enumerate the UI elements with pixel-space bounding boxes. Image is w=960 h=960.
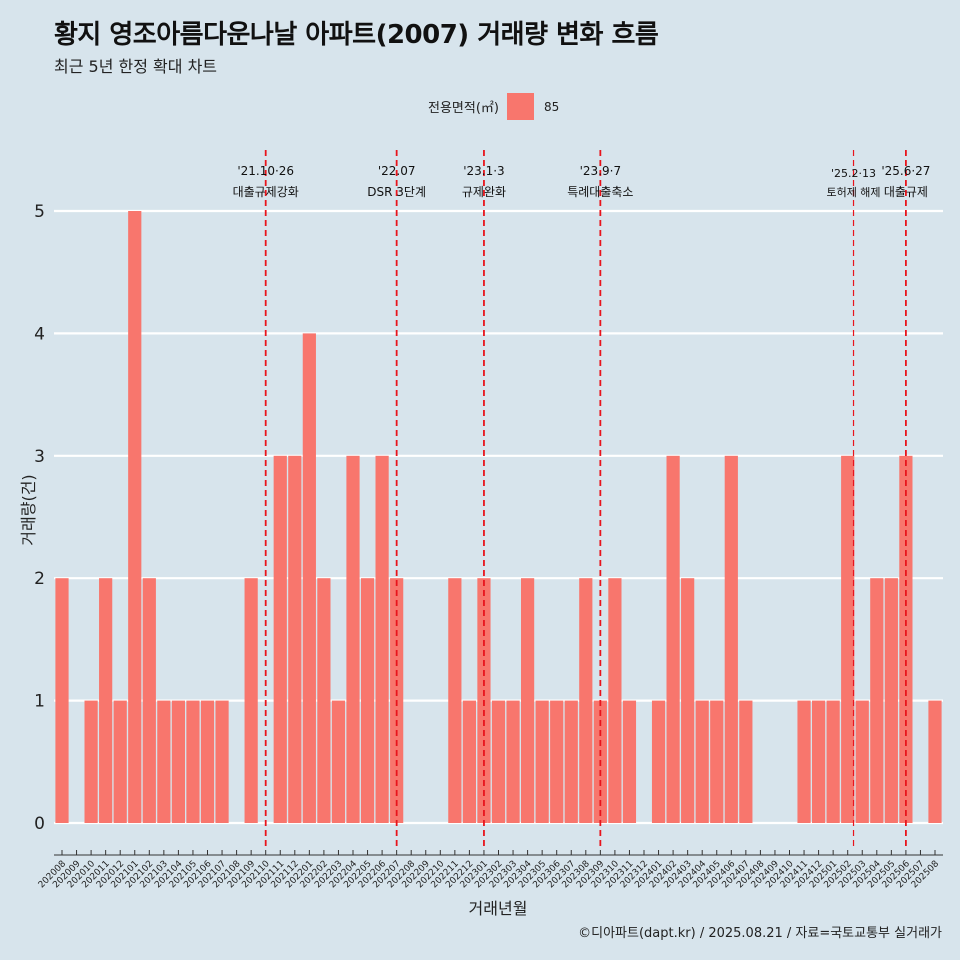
bar	[506, 700, 520, 823]
bar	[375, 455, 389, 823]
bar	[579, 578, 593, 823]
x-axis-label: 거래년월	[469, 899, 528, 918]
bar	[200, 700, 215, 823]
chart-subtitle: 최근 5년 한정 확대 차트	[54, 57, 218, 76]
bar	[244, 578, 258, 823]
bar	[128, 211, 142, 823]
footer-credit: ©디아파트(dapt.kr) / 2025.08.21 / 자료=국토교통부 실…	[578, 926, 942, 941]
legend-entry: 85	[543, 99, 560, 114]
y-tick-label: 3	[34, 447, 45, 467]
y-axis-label: 거래량(건)	[19, 474, 38, 545]
bar	[884, 578, 898, 823]
event-date-label: '22.07	[378, 164, 416, 178]
event-name-label: 토허제 해제	[826, 185, 880, 199]
bar	[462, 700, 476, 823]
event-date-label: '23.9·7	[580, 164, 621, 178]
y-tick-label: 5	[34, 202, 45, 222]
bar	[695, 700, 709, 823]
legend: 전용면적(㎡) 85	[428, 93, 559, 120]
bar	[666, 455, 680, 823]
event-name-label: 대출규제강화	[233, 185, 299, 199]
y-tick-label: 4	[34, 324, 45, 344]
bar	[491, 700, 506, 823]
bar	[928, 700, 942, 823]
bar	[273, 455, 287, 823]
legend-swatch	[506, 93, 534, 120]
bar	[739, 700, 753, 823]
y-tick-label: 0	[34, 814, 45, 834]
bar	[797, 700, 811, 823]
event-name-label: DSR 3단계	[367, 185, 426, 199]
bar	[171, 700, 185, 823]
bar	[855, 700, 869, 823]
bar	[157, 700, 171, 823]
event-date-label: '25.2·13	[831, 167, 876, 180]
y-tick-label: 1	[34, 692, 45, 712]
bar	[724, 455, 738, 823]
bar	[681, 578, 695, 823]
event-date-label: '25.6·27	[881, 164, 930, 178]
bar	[288, 455, 302, 823]
bar	[812, 700, 826, 823]
legend-title: 전용면적(㎡)	[428, 101, 499, 116]
bar	[710, 700, 724, 823]
bar	[564, 700, 578, 823]
bar	[535, 700, 549, 823]
event-date-label: '23.1·3	[463, 164, 504, 178]
bar	[331, 700, 346, 823]
bar	[215, 700, 229, 823]
chart-title: 황지 영조아름다운나날 아파트(2007) 거래량 변화 흐름	[54, 20, 659, 50]
bar	[521, 578, 535, 823]
bar	[302, 333, 316, 823]
bar	[142, 578, 156, 823]
bar	[113, 700, 127, 823]
bar	[651, 700, 666, 823]
event-name-label: 대출규제	[884, 185, 928, 199]
bar	[448, 578, 462, 823]
bar	[841, 455, 855, 823]
bar	[550, 700, 564, 823]
bar	[55, 578, 69, 823]
event-name-label: 특례대출축소	[567, 185, 633, 199]
bar	[360, 578, 375, 823]
bar	[317, 578, 331, 823]
bar	[870, 578, 884, 823]
bar	[826, 700, 840, 823]
bar	[99, 578, 113, 823]
bar	[186, 700, 200, 823]
event-name-label: 규제완화	[462, 185, 506, 199]
y-tick-label: 2	[34, 569, 45, 589]
event-date-label: '21.10·26	[237, 164, 294, 178]
bar	[899, 455, 913, 823]
bar	[622, 700, 637, 823]
bar	[84, 700, 98, 823]
bar	[346, 455, 360, 823]
bar	[608, 578, 622, 823]
